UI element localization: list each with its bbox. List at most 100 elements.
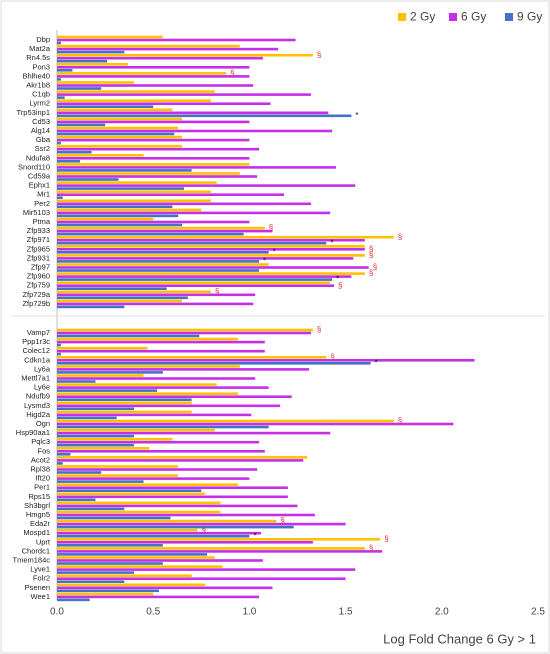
bar — [57, 580, 125, 583]
bar — [57, 480, 144, 483]
bar — [57, 160, 81, 163]
bar — [57, 190, 211, 193]
category-label: Ndufa8 — [26, 153, 50, 162]
category-label: Eda2r — [30, 519, 51, 528]
bar — [57, 150, 92, 154]
bar — [57, 90, 215, 93]
category-label: Acot2 — [31, 455, 50, 464]
significance-mark: § — [369, 544, 373, 553]
significance-mark: * — [263, 257, 266, 266]
significance-mark: § — [317, 325, 321, 334]
significance-mark: * — [355, 111, 358, 120]
bar — [57, 538, 381, 541]
category-label: Chordc1 — [22, 546, 50, 555]
category-label: Pon3 — [32, 62, 50, 71]
bar — [57, 257, 354, 260]
bar — [57, 296, 188, 300]
bar — [57, 72, 227, 75]
significance-mark: § — [201, 525, 205, 534]
bar — [57, 453, 71, 456]
bar — [57, 507, 125, 511]
category-label: Zfp759 — [27, 281, 50, 290]
bar — [57, 172, 240, 175]
significance-mark: § — [280, 516, 284, 525]
bar — [57, 178, 119, 181]
bar — [57, 571, 134, 574]
category-label: Zfp97 — [31, 262, 50, 271]
category-label: Lyrm2 — [29, 99, 50, 108]
bar — [57, 501, 221, 505]
bar — [57, 404, 281, 408]
bar — [57, 223, 183, 227]
bar — [57, 117, 183, 121]
category-label: Wee1 — [31, 592, 50, 601]
category-label: Rpl38 — [30, 464, 50, 473]
bar — [57, 154, 144, 157]
bar — [57, 238, 365, 242]
category-label: Lysmd3 — [24, 401, 50, 410]
bar — [57, 105, 154, 108]
bar — [57, 53, 313, 57]
bar — [57, 419, 394, 423]
bar — [57, 519, 277, 523]
bar — [57, 47, 279, 51]
category-label: Zfp931 — [27, 253, 50, 262]
bar — [57, 302, 254, 306]
bar — [57, 305, 125, 309]
bar — [57, 416, 117, 420]
bar — [57, 331, 311, 335]
bar — [57, 547, 365, 550]
bar — [57, 410, 192, 414]
bar — [57, 50, 125, 54]
bar — [57, 398, 192, 401]
x-tick-label: 2.5 — [531, 607, 545, 618]
bar — [57, 263, 269, 266]
bar — [57, 450, 265, 453]
bar — [57, 120, 250, 124]
bar — [57, 141, 61, 145]
significance-mark: § — [338, 281, 342, 290]
bar — [57, 368, 310, 371]
bar — [57, 181, 217, 184]
bar — [57, 386, 269, 389]
category-label: Rps15 — [28, 492, 50, 501]
bar — [57, 522, 346, 526]
bar — [57, 553, 208, 556]
bar — [57, 44, 240, 48]
x-tick-label: 0.5 — [146, 607, 160, 618]
bar — [57, 187, 184, 190]
bar — [57, 495, 288, 499]
category-label: Vamp7 — [27, 328, 50, 337]
category-label: Ndufb9 — [26, 392, 50, 401]
bar — [57, 284, 335, 287]
category-label: Sh3bgrl — [24, 501, 50, 510]
bar — [57, 589, 159, 593]
bar — [57, 123, 106, 127]
legend-swatch — [449, 13, 457, 21]
category-label: Per1 — [34, 483, 50, 492]
category-label: Per2 — [34, 199, 50, 208]
significance-mark: * — [273, 247, 276, 256]
bar — [57, 574, 192, 577]
bar — [57, 362, 371, 365]
bar — [57, 395, 292, 398]
bar — [57, 534, 250, 538]
bar — [57, 208, 202, 212]
bar — [57, 193, 285, 196]
bar — [57, 492, 206, 496]
bar — [57, 166, 336, 169]
bar — [57, 114, 352, 118]
category-label: Mr1 — [37, 190, 50, 199]
category-label: Ogn — [36, 419, 50, 428]
bar — [57, 468, 258, 471]
bar — [57, 422, 454, 426]
category-label: Tmem184c — [12, 555, 50, 564]
x-tick-label: 1.5 — [339, 607, 353, 618]
bar — [57, 434, 134, 438]
category-label: Cd59a — [28, 171, 51, 180]
bar — [57, 163, 250, 166]
category-label: Rn4.5s — [26, 53, 50, 62]
bar — [57, 157, 250, 160]
bar — [57, 93, 311, 96]
category-label: Ppp1r3c — [22, 337, 50, 346]
